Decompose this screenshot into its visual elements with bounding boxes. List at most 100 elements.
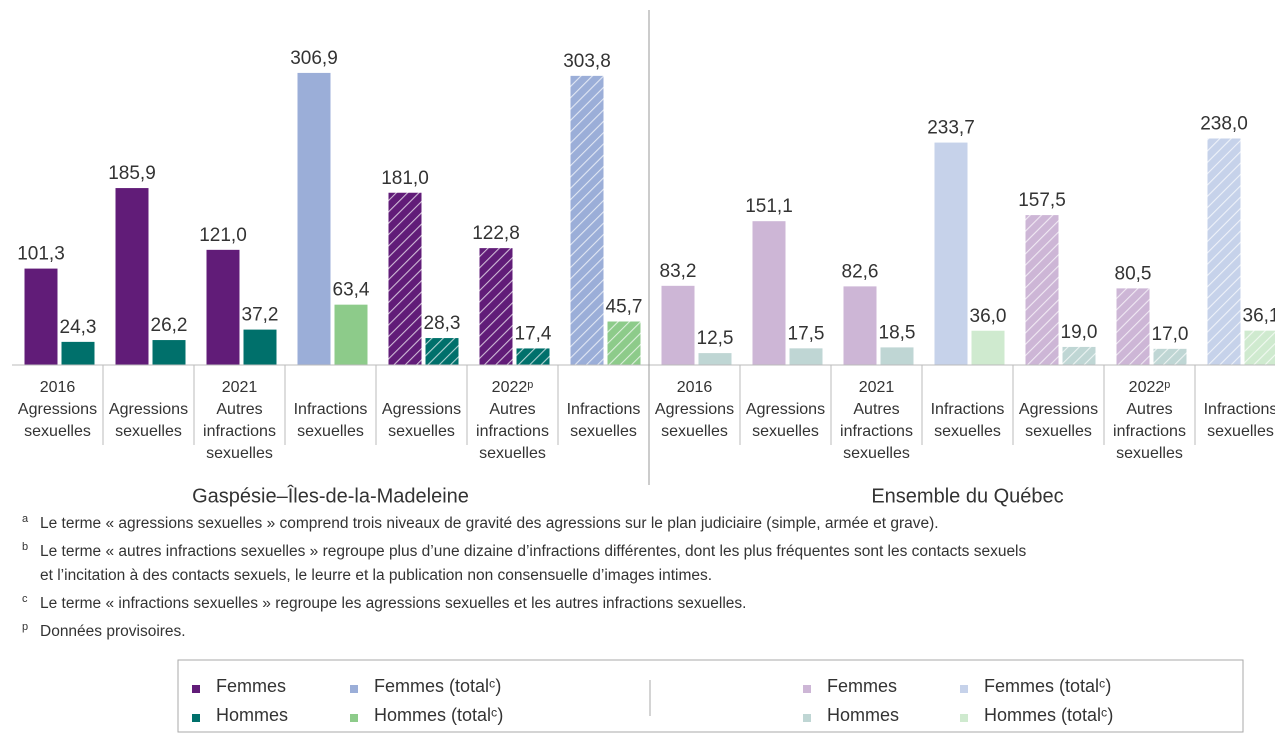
- footnote-text: Données provisoires.: [40, 623, 186, 640]
- value-label: 63,4: [333, 280, 370, 301]
- x-tick-label: Infractions sexuelles: [931, 401, 1005, 440]
- value-label: 233,7: [927, 118, 975, 139]
- year-label: 2022ᵖ: [492, 379, 534, 396]
- footnote-text: Le terme « infractions sexuelles » regro…: [40, 595, 746, 612]
- legend-label: Hommes: [216, 705, 288, 725]
- value-label: 45,7: [606, 297, 643, 318]
- bar: [934, 142, 968, 365]
- bar: [570, 75, 604, 365]
- bar: [1116, 288, 1150, 365]
- x-tick-label: Agressions sexuelles: [18, 401, 97, 440]
- year-label: 2016: [40, 379, 76, 396]
- value-label: 36,1: [1243, 306, 1275, 327]
- value-label: 17,4: [515, 323, 552, 344]
- bar: [1207, 138, 1241, 365]
- value-label: 238,0: [1200, 114, 1248, 135]
- bar: [1244, 330, 1275, 365]
- bar: [61, 341, 95, 365]
- value-label: 122,8: [472, 223, 520, 244]
- value-label: 83,2: [660, 261, 697, 282]
- bar: [516, 348, 550, 365]
- legend-label: Femmes: [827, 676, 897, 696]
- bar: [1153, 348, 1187, 365]
- x-tick-label: Agressions sexuelles: [109, 401, 188, 440]
- x-tick-label: Autres infractions sexuelles: [476, 401, 549, 462]
- x-tick-label: Agressions sexuelles: [382, 401, 461, 440]
- legend-label: Femmes: [216, 676, 286, 696]
- x-tick-label: Infractions sexuelles: [1204, 401, 1275, 440]
- value-label: 19,0: [1061, 322, 1098, 343]
- bar: [115, 188, 149, 365]
- region-label: Ensemble du Québec: [871, 485, 1063, 507]
- value-label: 181,0: [381, 168, 429, 189]
- value-label: 157,5: [1018, 190, 1066, 211]
- bar: [425, 338, 459, 365]
- value-label: 28,3: [424, 313, 461, 334]
- value-label: 36,0: [970, 306, 1007, 327]
- legend-label: Femmes (totalᶜ): [984, 676, 1111, 696]
- bar: [1025, 215, 1059, 365]
- footnote-text: Le terme « autres infractions sexuelles …: [40, 543, 1027, 560]
- x-tick-label: Agressions sexuelles: [655, 401, 734, 440]
- bar: [206, 249, 240, 365]
- value-label: 306,9: [290, 48, 338, 69]
- region-label: Gaspésie–Îles-de-la-Madeleine: [192, 484, 469, 507]
- footnote-text: Le terme « agressions sexuelles » compre…: [40, 515, 939, 532]
- value-label: 26,2: [151, 315, 188, 336]
- legend-label: Hommes (totalᶜ): [374, 705, 503, 725]
- legend-swatch: [192, 685, 200, 693]
- bar: [334, 304, 368, 365]
- bar: [388, 192, 422, 365]
- legend-label: Hommes (totalᶜ): [984, 705, 1113, 725]
- value-label: 37,2: [242, 305, 279, 326]
- value-label: 24,3: [60, 317, 97, 338]
- legend-swatch: [350, 714, 358, 722]
- value-label: 151,1: [745, 196, 793, 217]
- bar: [698, 353, 732, 365]
- footnote-marker: a: [22, 513, 29, 525]
- legend-swatch: [960, 685, 968, 693]
- year-label: 2016: [677, 379, 713, 396]
- footnote-marker: c: [22, 593, 28, 605]
- legend-swatch: [350, 685, 358, 693]
- bar: [152, 340, 186, 365]
- bar: [752, 221, 786, 365]
- x-tick-label: Infractions sexuelles: [294, 401, 368, 440]
- bar: [661, 285, 695, 365]
- value-label: 82,6: [842, 261, 879, 282]
- x-tick-label: Infractions sexuelles: [567, 401, 641, 440]
- value-label: 101,3: [17, 244, 65, 265]
- bar: [243, 329, 277, 365]
- value-label: 12,5: [697, 328, 734, 349]
- year-label: 2021: [222, 379, 258, 396]
- legend-label: Hommes: [827, 705, 899, 725]
- year-label: 2021: [859, 379, 895, 396]
- legend-box: [177, 659, 1244, 733]
- legend-swatch: [960, 714, 968, 722]
- x-tick-label: Autres infractions sexuelles: [1113, 401, 1186, 462]
- footnote-marker: b: [22, 541, 28, 553]
- value-label: 185,9: [108, 163, 156, 184]
- value-label: 17,0: [1152, 324, 1189, 345]
- value-label: 17,5: [788, 323, 825, 344]
- value-label: 121,0: [199, 225, 247, 246]
- x-tick-label: Autres infractions sexuelles: [840, 401, 913, 462]
- bar: [297, 72, 331, 365]
- x-tick-label: Autres infractions sexuelles: [203, 401, 276, 462]
- value-label: 18,5: [879, 322, 916, 343]
- value-label: 80,5: [1115, 263, 1152, 284]
- bar: [24, 268, 58, 365]
- legend-swatch: [192, 714, 200, 722]
- legend-label: Femmes (totalᶜ): [374, 676, 501, 696]
- bar: [789, 348, 823, 365]
- footnote-text: et l’incitation à des contacts sexuels, …: [40, 567, 712, 584]
- bar: [479, 248, 513, 365]
- bar: [607, 321, 641, 365]
- footnote-marker: p: [22, 621, 28, 633]
- x-tick-label: Agressions sexuelles: [746, 401, 825, 440]
- bar: [880, 347, 914, 365]
- bar: [843, 286, 877, 365]
- legend-swatch: [803, 685, 811, 693]
- legend-swatch: [803, 714, 811, 722]
